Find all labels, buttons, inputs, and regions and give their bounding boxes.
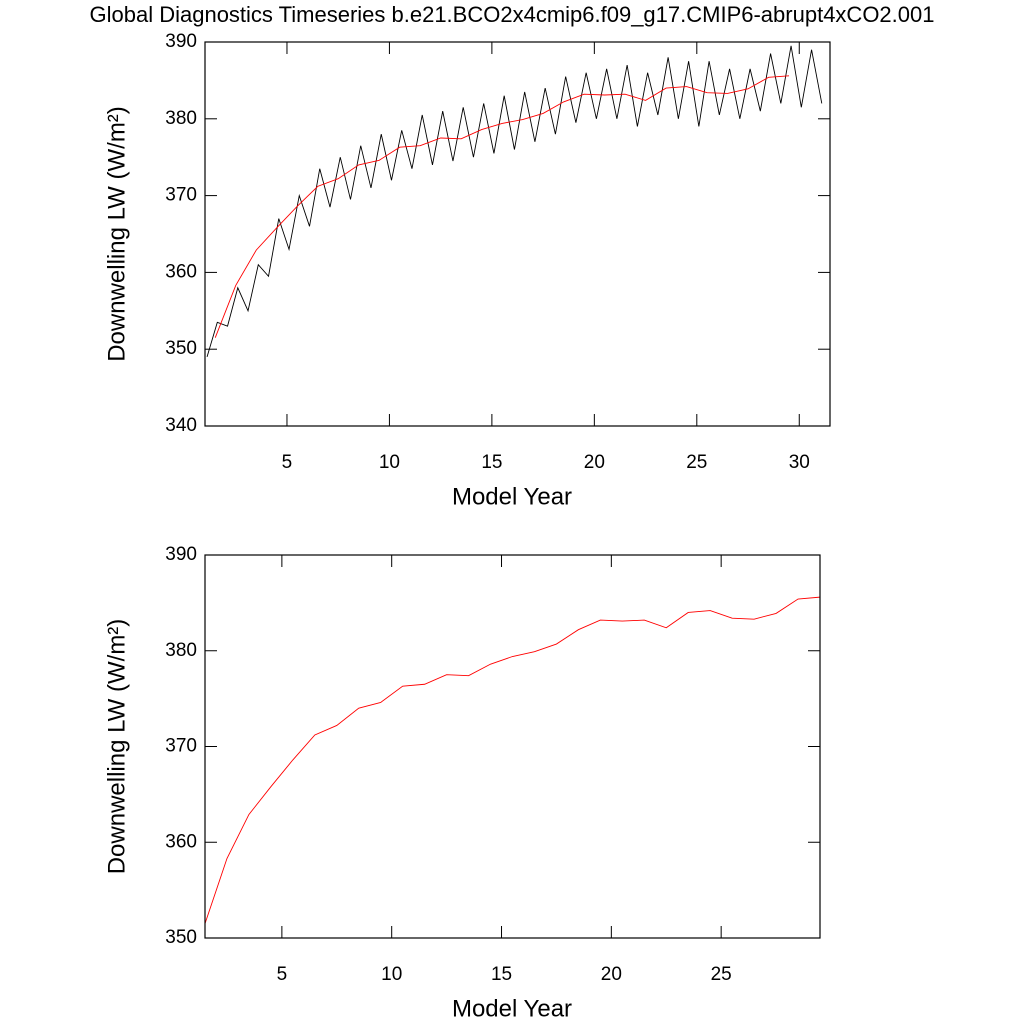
x-tick-label: 15 bbox=[491, 964, 512, 985]
data-line bbox=[204, 596, 821, 924]
x-tick-label: 25 bbox=[686, 452, 707, 473]
y-axis-title: Downwelling LW (W/m²) bbox=[103, 106, 130, 362]
data-line bbox=[214, 75, 790, 338]
y-tick-label: 390 bbox=[165, 31, 197, 52]
x-tick-label: 5 bbox=[277, 964, 288, 985]
y-tick-label: 380 bbox=[165, 108, 197, 129]
x-tick-label: 10 bbox=[381, 964, 402, 985]
y-tick-label: 390 bbox=[165, 544, 197, 565]
plot-frame bbox=[204, 554, 821, 939]
chart-title: Global Diagnostics Timeseries b.e21.BCO2… bbox=[90, 2, 935, 27]
x-tick-label: 30 bbox=[789, 452, 810, 473]
y-tick-label: 370 bbox=[165, 185, 197, 206]
x-axis-title: Model Year bbox=[452, 483, 572, 510]
x-tick-label: 20 bbox=[601, 964, 622, 985]
y-tick-label: 380 bbox=[165, 640, 197, 661]
y-tick-label: 350 bbox=[165, 927, 197, 948]
x-axis-title: Model Year bbox=[452, 995, 572, 1022]
x-tick-label: 20 bbox=[584, 452, 605, 473]
plot-frame bbox=[204, 41, 831, 427]
y-tick-label: 350 bbox=[165, 338, 197, 359]
data-line bbox=[206, 45, 823, 358]
x-tick-label: 10 bbox=[379, 452, 400, 473]
y-axis-title: Downwelling LW (W/m²) bbox=[103, 619, 130, 875]
y-tick-label: 360 bbox=[165, 261, 197, 282]
x-tick-label: 5 bbox=[282, 452, 293, 473]
y-tick-label: 340 bbox=[165, 415, 197, 436]
x-tick-label: 25 bbox=[711, 964, 732, 985]
y-tick-label: 360 bbox=[165, 831, 197, 852]
y-tick-label: 370 bbox=[165, 736, 197, 757]
x-tick-label: 15 bbox=[481, 452, 502, 473]
